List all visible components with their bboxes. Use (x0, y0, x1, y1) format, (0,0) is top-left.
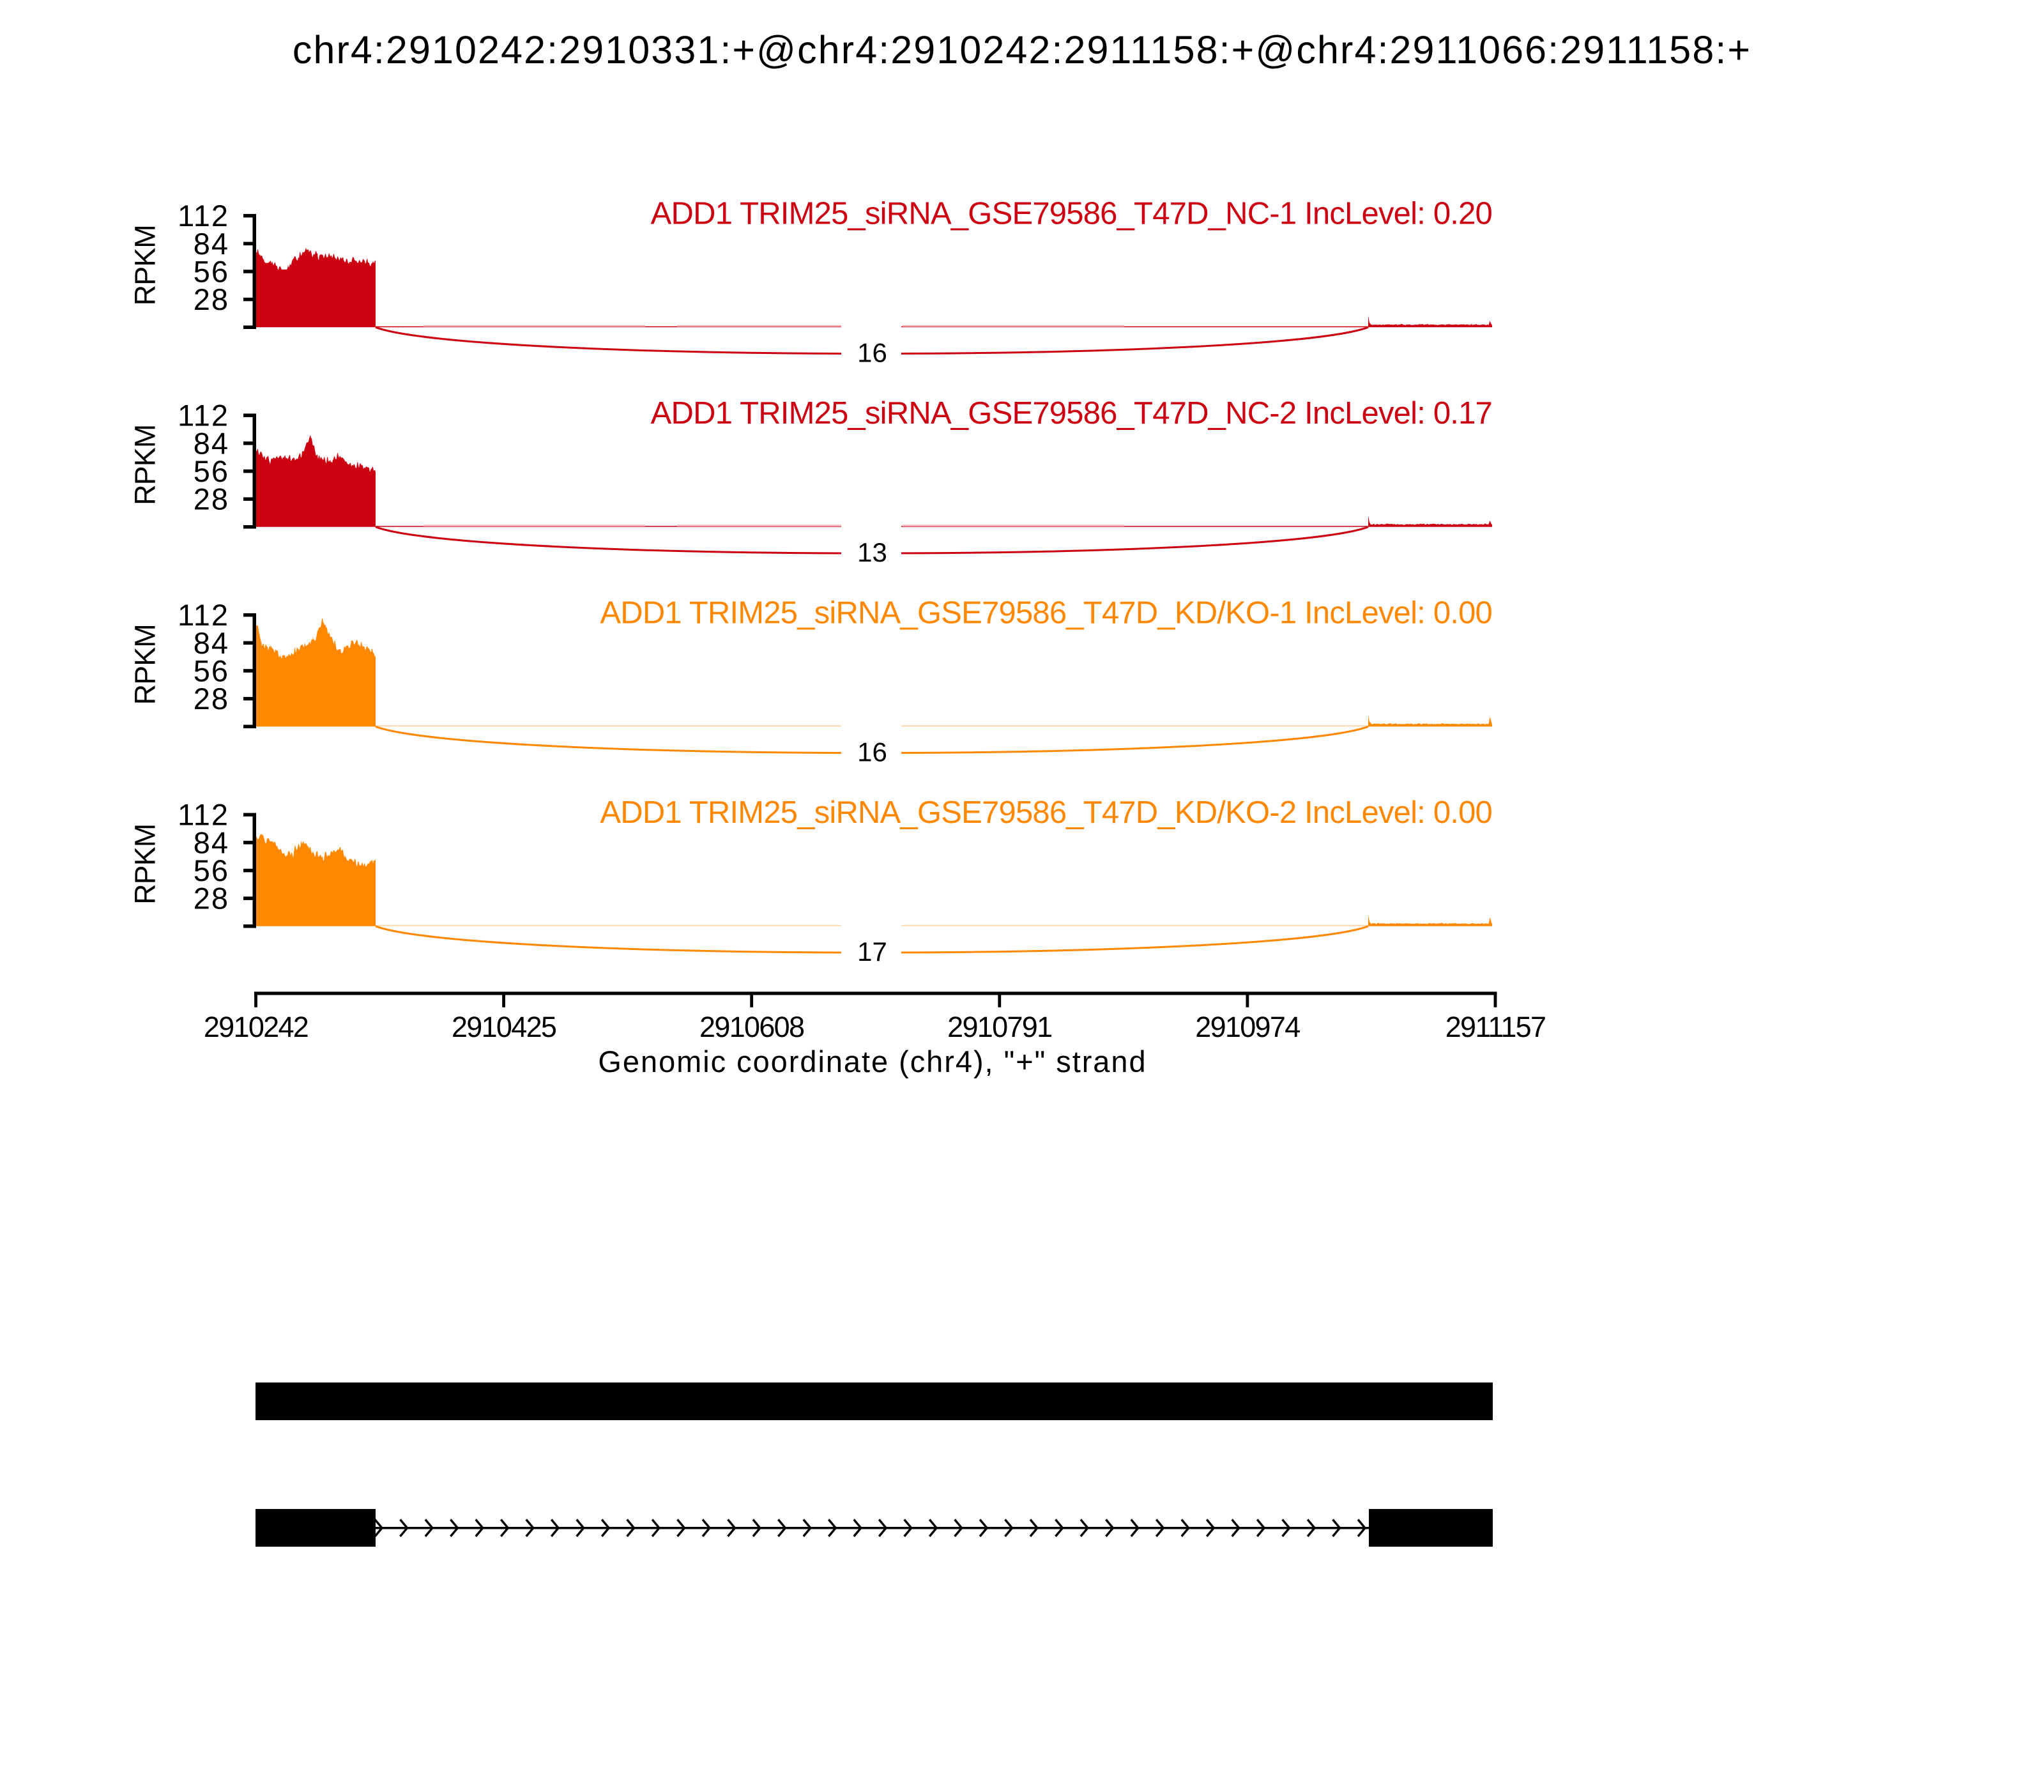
svg-text:ADD1 TRIM25_siRNA_GSE79586_T47: ADD1 TRIM25_siRNA_GSE79586_T47D_NC-1 Inc… (651, 196, 1492, 231)
svg-text:RPKM: RPKM (129, 624, 162, 705)
svg-text:Genomic coordinate (chr4), "+": Genomic coordinate (chr4), "+" strand (598, 1045, 1147, 1078)
svg-text:2910974: 2910974 (1195, 1011, 1300, 1043)
svg-text:17: 17 (857, 937, 887, 967)
svg-text:ADD1 TRIM25_siRNA_GSE79586_T47: ADD1 TRIM25_siRNA_GSE79586_T47D_KD/KO-1 … (600, 595, 1492, 630)
svg-text:2910242: 2910242 (204, 1011, 308, 1043)
svg-text:28: 28 (194, 482, 229, 516)
svg-text:16: 16 (857, 737, 887, 767)
svg-text:56: 56 (194, 255, 229, 289)
svg-text:13: 13 (857, 537, 887, 567)
svg-text:56: 56 (194, 454, 229, 488)
svg-text:RPKM: RPKM (129, 225, 162, 305)
svg-text:84: 84 (194, 227, 229, 261)
svg-text:chr4:2910242:2910331:+@chr4:29: chr4:2910242:2910331:+@chr4:2910242:2911… (293, 28, 1751, 72)
svg-text:2910791: 2910791 (947, 1011, 1051, 1043)
svg-text:2910608: 2910608 (699, 1011, 804, 1043)
svg-text:28: 28 (194, 682, 229, 716)
svg-text:2910425: 2910425 (452, 1011, 556, 1043)
svg-text:56: 56 (194, 654, 229, 688)
svg-text:ADD1 TRIM25_siRNA_GSE79586_T47: ADD1 TRIM25_siRNA_GSE79586_T47D_KD/KO-2 … (600, 795, 1492, 830)
svg-text:16: 16 (857, 337, 887, 367)
svg-text:84: 84 (194, 825, 229, 859)
svg-text:28: 28 (194, 882, 229, 915)
svg-text:112: 112 (178, 598, 229, 632)
svg-text:84: 84 (194, 426, 229, 460)
svg-text:RPKM: RPKM (129, 425, 162, 505)
svg-text:ADD1 TRIM25_siRNA_GSE79586_T47: ADD1 TRIM25_siRNA_GSE79586_T47D_NC-2 Inc… (651, 396, 1492, 431)
svg-text:2911157: 2911157 (1445, 1011, 1546, 1043)
svg-text:RPKM: RPKM (129, 824, 162, 905)
svg-text:112: 112 (178, 199, 229, 233)
svg-text:28: 28 (194, 282, 229, 316)
svg-text:84: 84 (194, 626, 229, 660)
svg-text:56: 56 (194, 854, 229, 887)
svg-text:112: 112 (178, 399, 229, 433)
svg-text:112: 112 (178, 798, 229, 832)
